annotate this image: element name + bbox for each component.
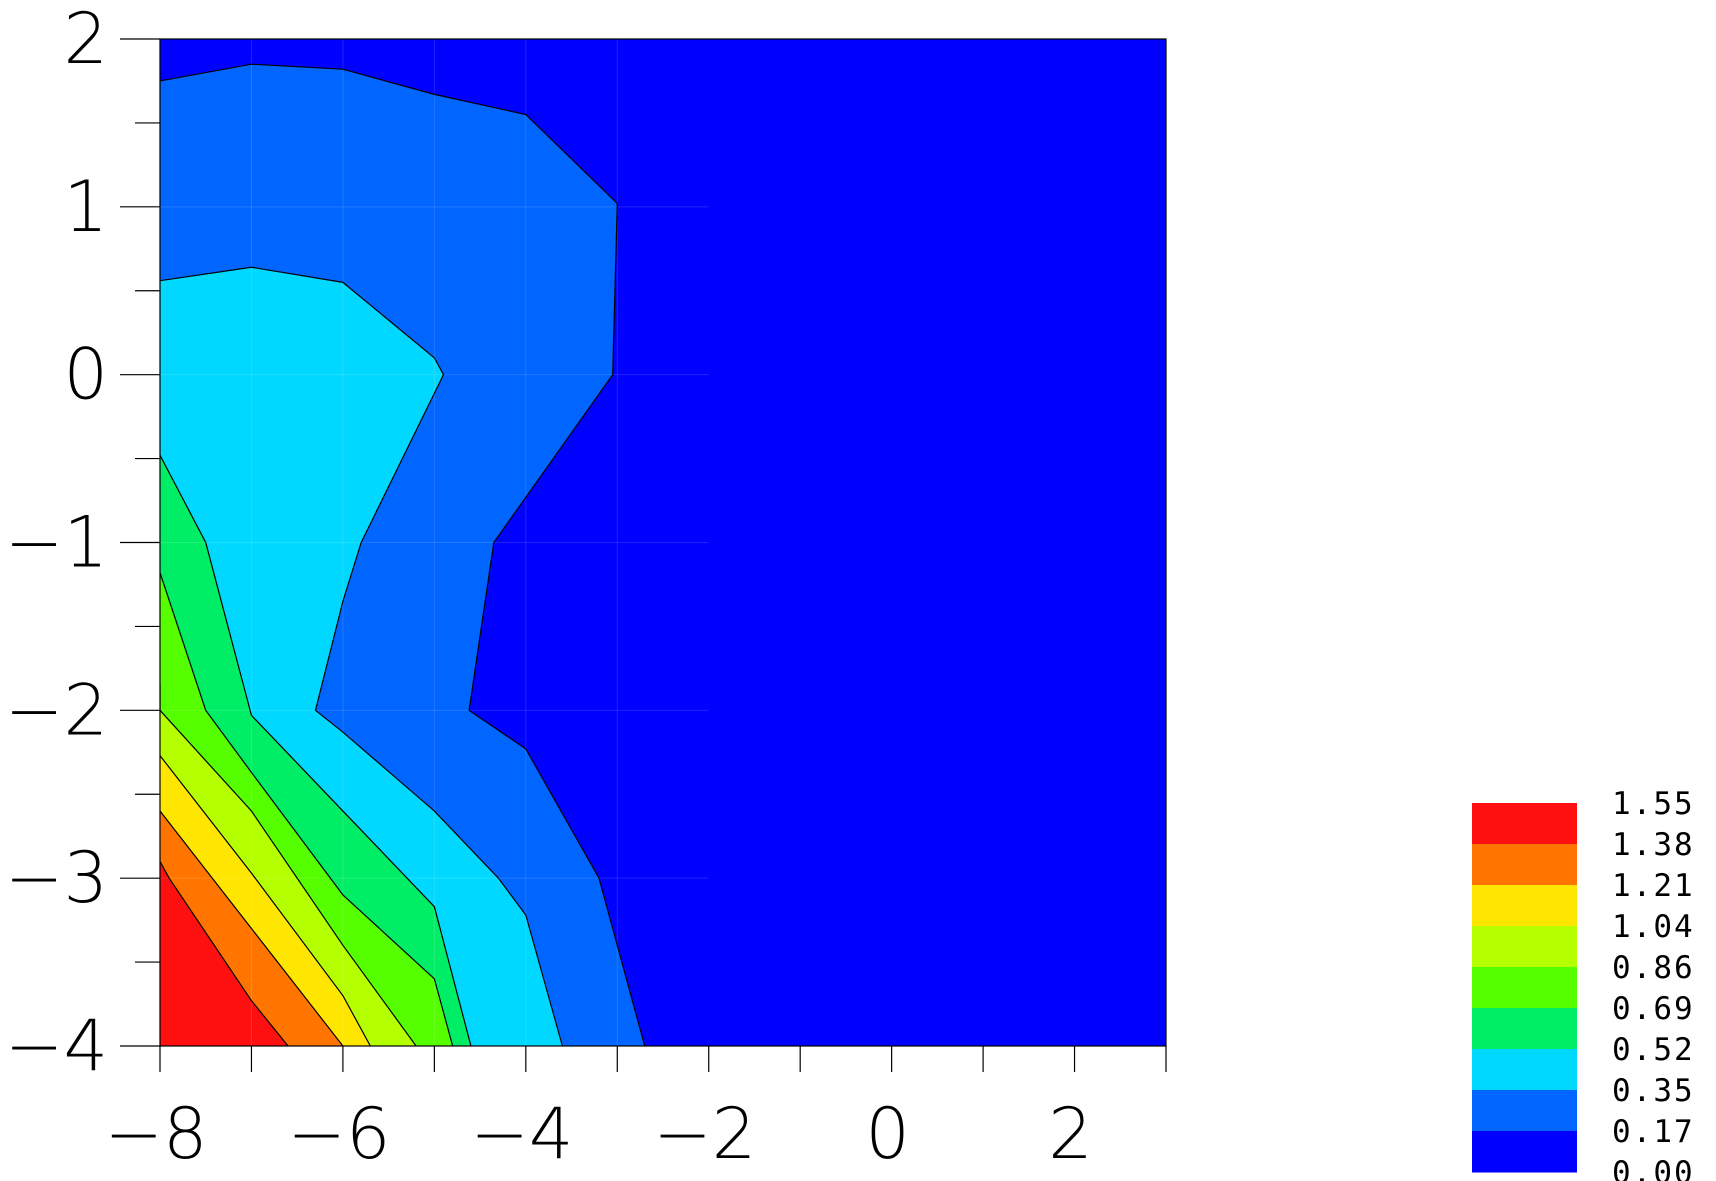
legend-swatch [1472, 844, 1577, 886]
legend-swatch [1472, 967, 1577, 1009]
x-tick-label: 2 [1048, 1093, 1093, 1175]
y-tick-label: 2 [63, 0, 108, 80]
legend-level-label: 0.86 [1612, 950, 1695, 986]
contour-line-0.17 [160, 63, 646, 1046]
legend-level-label: 1.55 [1612, 786, 1695, 822]
contour-lines [160, 63, 646, 1046]
legend-swatch [1472, 1090, 1577, 1132]
contour-fills [160, 39, 1166, 1046]
y-tick-label: −4 [5, 1005, 108, 1087]
legend-level-label: 0.35 [1612, 1073, 1695, 1109]
legend-swatch [1472, 926, 1577, 968]
legend-level-label: 0.17 [1612, 1114, 1695, 1150]
legend-swatch [1472, 803, 1577, 845]
legend-level-label: 1.21 [1612, 868, 1695, 904]
x-tick-label: −2 [653, 1093, 756, 1175]
contour-line-0.35 [160, 266, 563, 1046]
band-above-1.38 [160, 861, 289, 1046]
contour-line-1.38 [160, 861, 289, 1046]
y-tick-label: 0 [63, 334, 108, 416]
y-tick-label: −1 [5, 502, 108, 584]
x-tick-label: 0 [865, 1093, 910, 1175]
x-tick-label: −6 [287, 1093, 390, 1175]
contour-line-0.69 [160, 572, 454, 1046]
legend-swatch [1472, 1049, 1577, 1091]
x-tick-label: −8 [104, 1093, 207, 1175]
legend-level-label: 1.04 [1612, 909, 1695, 945]
contour-line-0.86 [160, 685, 417, 1046]
contour-line-1.04 [160, 755, 371, 1046]
legend-swatch [1472, 1008, 1577, 1050]
legend-level-label: 0.69 [1612, 991, 1695, 1027]
contour-line-1.21 [160, 810, 344, 1046]
legend-level-label: 0.52 [1612, 1032, 1695, 1068]
legend-level-label: 1.38 [1612, 827, 1695, 863]
y-tick-label: −2 [5, 669, 108, 751]
y-tick-label: −3 [5, 837, 108, 919]
contour-line-0.52 [160, 454, 472, 1046]
x-tick-label: −4 [470, 1093, 573, 1175]
color-legend: 1.55 1.38 1.21 1.04 0.86 0.69 0.52 0.35 0.17 0.00 [1472, 786, 1695, 1181]
legend-swatch [1472, 1131, 1577, 1173]
legend-level-label: 0.00 [1612, 1155, 1695, 1181]
y-tick-label: 1 [63, 166, 108, 248]
axes: −8 −6 −4 −2 0 2 −4 −3 −2 −1 0 1 2 [5, 0, 1167, 1175]
legend-swatch [1472, 885, 1577, 927]
